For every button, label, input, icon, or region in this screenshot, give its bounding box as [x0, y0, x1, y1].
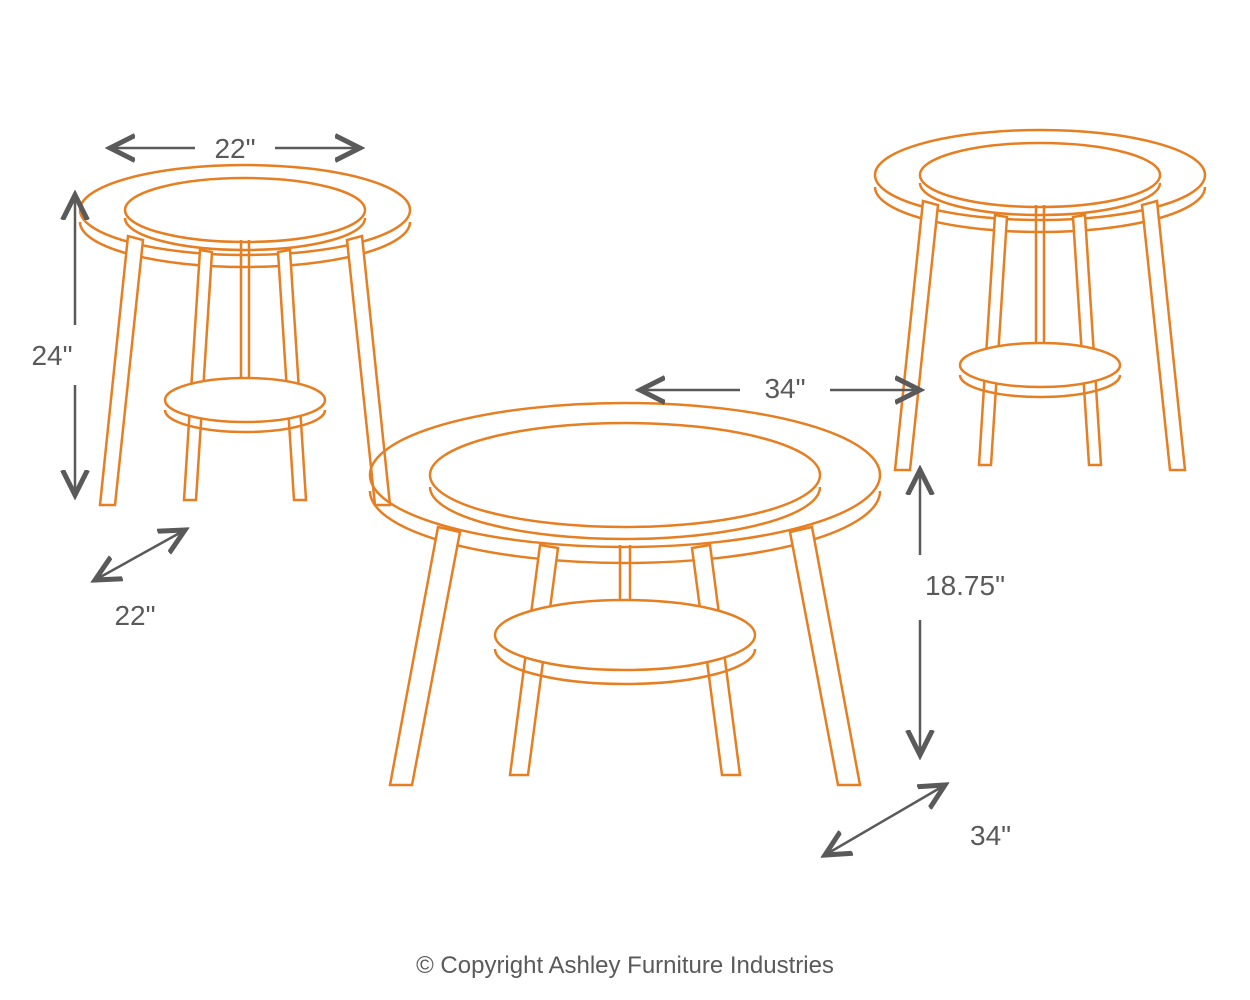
- dim-right-depth-label: 34": [970, 820, 1011, 851]
- dimension-right-height: 18.75": [920, 470, 1005, 755]
- dimension-right-depth: 34": [825, 785, 1011, 855]
- copyright-text: © Copyright Ashley Furniture Industries: [0, 952, 1250, 980]
- dimension-left-width: 22": [110, 133, 360, 164]
- dim-left-depth-label: 22": [114, 600, 155, 631]
- dim-left-height-label: 24": [31, 340, 72, 371]
- end-table-left: [80, 165, 410, 505]
- dim-center-width-label: 34": [764, 373, 805, 404]
- dimension-left-height: 24": [31, 195, 75, 495]
- dim-right-height-label: 18.75": [925, 570, 1005, 601]
- dimension-left-depth: 22": [95, 530, 185, 631]
- end-table-right: [875, 130, 1205, 470]
- dimension-center-width: 34": [640, 373, 920, 404]
- dim-left-width-label: 22": [214, 133, 255, 164]
- coffee-table: [370, 403, 880, 785]
